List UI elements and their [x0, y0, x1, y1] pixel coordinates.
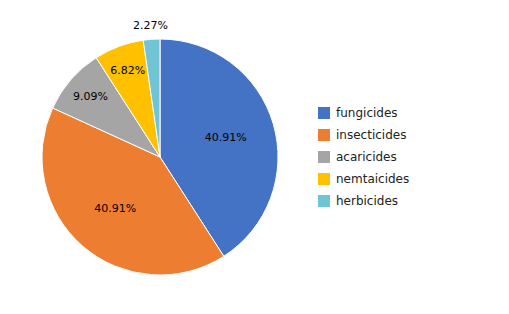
legend-swatch	[318, 129, 330, 141]
pie-slice	[143, 39, 160, 157]
data-label: 2.27%	[133, 19, 168, 32]
legend-label: acaricides	[336, 150, 397, 164]
legend: fungicides insecticides acaricides nemtaici…	[318, 106, 409, 208]
data-label: 40.91%	[205, 131, 247, 144]
legend-swatch	[318, 151, 330, 163]
data-label: 6.82%	[110, 64, 145, 77]
data-label: 9.09%	[73, 90, 108, 103]
chart: 40.91% 40.91% 9.09%6.82% 2.27% fungicides ins…	[0, 0, 509, 314]
chart-container: 40.91% 40.91% 9.09%6.82% 2.27% fungicides ins…	[0, 0, 509, 314]
legend-label: herbicides	[336, 194, 398, 208]
data-label: 40.91%	[94, 202, 136, 215]
pie	[42, 39, 278, 275]
legend-label: insecticides	[336, 128, 406, 142]
legend-label: nemtaicides	[336, 172, 409, 186]
legend-swatch	[318, 195, 330, 207]
legend-swatch	[318, 173, 330, 185]
legend-swatch	[318, 107, 330, 119]
legend-label: fungicides	[336, 106, 398, 120]
data-labels: 40.91% 40.91% 9.09%6.82% 2.27%	[73, 19, 247, 216]
